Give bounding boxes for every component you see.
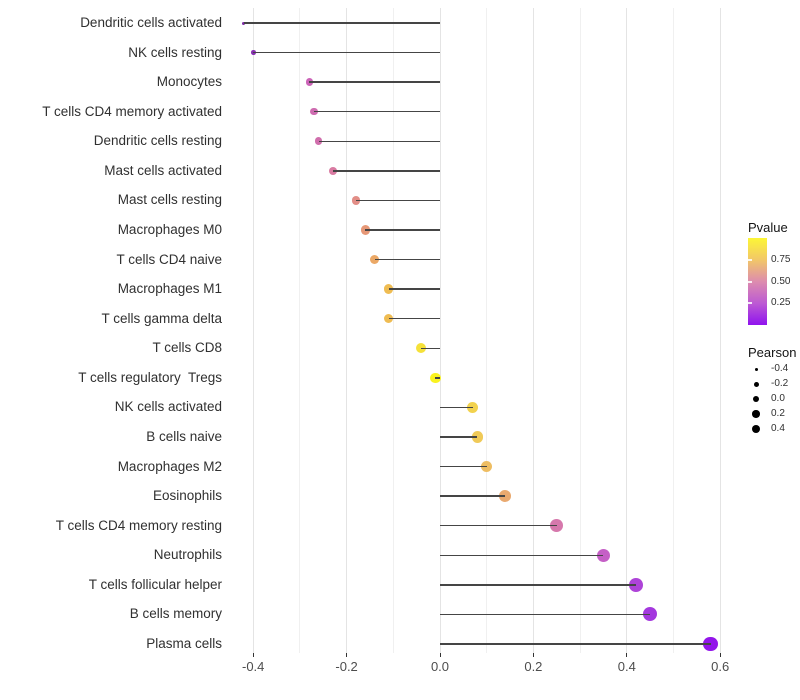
pvalue-tick-dash bbox=[748, 258, 752, 261]
lollipop-stem bbox=[440, 584, 637, 586]
lollipop-stem bbox=[318, 140, 440, 143]
y-axis-label: Monocytes bbox=[156, 74, 222, 90]
y-axis-label: Macrophages M2 bbox=[117, 458, 222, 474]
x-axis-tick bbox=[532, 653, 534, 657]
y-axis-label: T cells CD4 naive bbox=[116, 251, 222, 267]
x-axis-label: 0.6 bbox=[711, 659, 730, 674]
x-axis-label: -0.2 bbox=[335, 659, 358, 674]
y-axis-label: Neutrophils bbox=[153, 547, 222, 563]
y-axis-label: B cells naive bbox=[146, 428, 222, 444]
lollipop-stem bbox=[309, 81, 440, 83]
lollipop-stem bbox=[421, 347, 440, 350]
y-axis-label: T cells CD4 memory resting bbox=[55, 517, 222, 533]
y-axis-label: Dendritic cells activated bbox=[80, 15, 222, 30]
data-point bbox=[596, 548, 611, 562]
pvalue-tick-dash bbox=[748, 280, 752, 283]
gridline-minor bbox=[299, 8, 301, 653]
y-axis-label: Eosinophils bbox=[152, 488, 222, 504]
y-axis-label: T cells follicular helper bbox=[88, 576, 222, 592]
lollipop-stem bbox=[332, 170, 440, 172]
lollipop-stem bbox=[253, 51, 440, 54]
y-axis-label: T cells CD8 bbox=[152, 340, 222, 356]
data-point bbox=[480, 460, 493, 473]
pearson-legend-dot bbox=[753, 381, 759, 387]
gridline-major bbox=[719, 8, 721, 653]
data-point bbox=[629, 577, 644, 592]
gridline-major bbox=[252, 8, 254, 653]
lollipop-stem bbox=[374, 258, 440, 261]
x-axis-label: 0.2 bbox=[524, 659, 543, 674]
lollipop-stem bbox=[355, 199, 440, 202]
x-axis-label: 0.4 bbox=[617, 659, 636, 674]
lollipop-stem bbox=[440, 613, 651, 616]
y-axis-label: Mast cells resting bbox=[117, 192, 222, 208]
lollipop-stem bbox=[440, 554, 604, 557]
x-axis-tick bbox=[346, 653, 348, 657]
data-point bbox=[643, 607, 658, 622]
pvalue-tick-label: 0.75 bbox=[771, 253, 791, 265]
gridline-major bbox=[439, 8, 441, 653]
pearson-legend-label: 0.2 bbox=[771, 408, 785, 419]
x-axis-label: -0.4 bbox=[241, 659, 265, 674]
y-axis-label: T cells regulatory Tregs bbox=[78, 369, 222, 385]
data-point bbox=[430, 372, 441, 384]
pvalue-gradient-bar bbox=[748, 238, 767, 325]
y-axis-label: Mast cells activated bbox=[104, 162, 222, 178]
data-point bbox=[351, 196, 361, 205]
data-point bbox=[471, 431, 484, 443]
pvalue-legend-title: Pvalue bbox=[748, 220, 788, 235]
gridline-major bbox=[626, 8, 628, 653]
pearson-legend-title: Pearson bbox=[748, 345, 797, 360]
lollipop-stem bbox=[388, 317, 440, 320]
y-axis-label: T cells CD4 memory activated bbox=[42, 103, 222, 119]
pearson-legend-dot bbox=[752, 410, 760, 418]
y-axis-label: NK cells resting bbox=[128, 44, 222, 60]
x-axis-tick bbox=[626, 653, 628, 657]
lollipop-stem bbox=[440, 465, 487, 468]
data-point bbox=[369, 254, 380, 265]
lollipop-stem bbox=[243, 22, 440, 24]
gridline-minor bbox=[579, 8, 581, 653]
pearson-legend-label: -0.2 bbox=[771, 378, 789, 389]
y-axis-label: NK cells activated bbox=[114, 399, 222, 415]
pearson-legend-label: 0.0 bbox=[771, 393, 785, 404]
lollipop-stem bbox=[440, 406, 473, 409]
y-axis-label: Plasma cells bbox=[146, 635, 222, 651]
pearson-legend-dot bbox=[751, 424, 761, 434]
lollipop-stem bbox=[435, 377, 440, 379]
data-point bbox=[310, 107, 318, 116]
x-axis-tick bbox=[719, 653, 721, 657]
lollipop-stem bbox=[440, 643, 711, 645]
y-axis-label: Dendritic cells resting bbox=[93, 133, 222, 149]
gridline-minor bbox=[486, 8, 488, 653]
gridline-major bbox=[346, 8, 348, 653]
gridline-minor bbox=[392, 8, 394, 653]
gridline-minor bbox=[673, 8, 674, 653]
y-axis-label: B cells memory bbox=[129, 606, 222, 622]
pearson-legend-dot bbox=[752, 395, 760, 403]
gridline-major bbox=[532, 8, 534, 653]
pvalue-tick-dash bbox=[748, 302, 752, 305]
pearson-legend-label: -0.4 bbox=[771, 363, 789, 374]
y-axis-label: Macrophages M0 bbox=[117, 221, 222, 237]
x-axis-tick bbox=[252, 653, 254, 657]
x-axis-label: 0.0 bbox=[430, 659, 450, 674]
lollipop-stem bbox=[440, 524, 557, 527]
x-axis-tick bbox=[439, 653, 441, 657]
pearson-legend-dot bbox=[754, 367, 758, 371]
pvalue-tick-label: 0.25 bbox=[771, 297, 791, 309]
lollipop-stem bbox=[365, 229, 440, 231]
lollipop-stem bbox=[440, 436, 478, 438]
y-axis-label: Macrophages M1 bbox=[117, 281, 222, 297]
y-axis-label: T cells gamma delta bbox=[101, 310, 222, 326]
lollipop-stem bbox=[440, 495, 506, 497]
pvalue-tick-label: 0.50 bbox=[771, 275, 791, 287]
lollipop-stem bbox=[388, 288, 440, 290]
pearson-legend-label: 0.4 bbox=[771, 423, 785, 434]
data-point bbox=[416, 343, 427, 354]
lollipop-stem bbox=[313, 110, 440, 113]
